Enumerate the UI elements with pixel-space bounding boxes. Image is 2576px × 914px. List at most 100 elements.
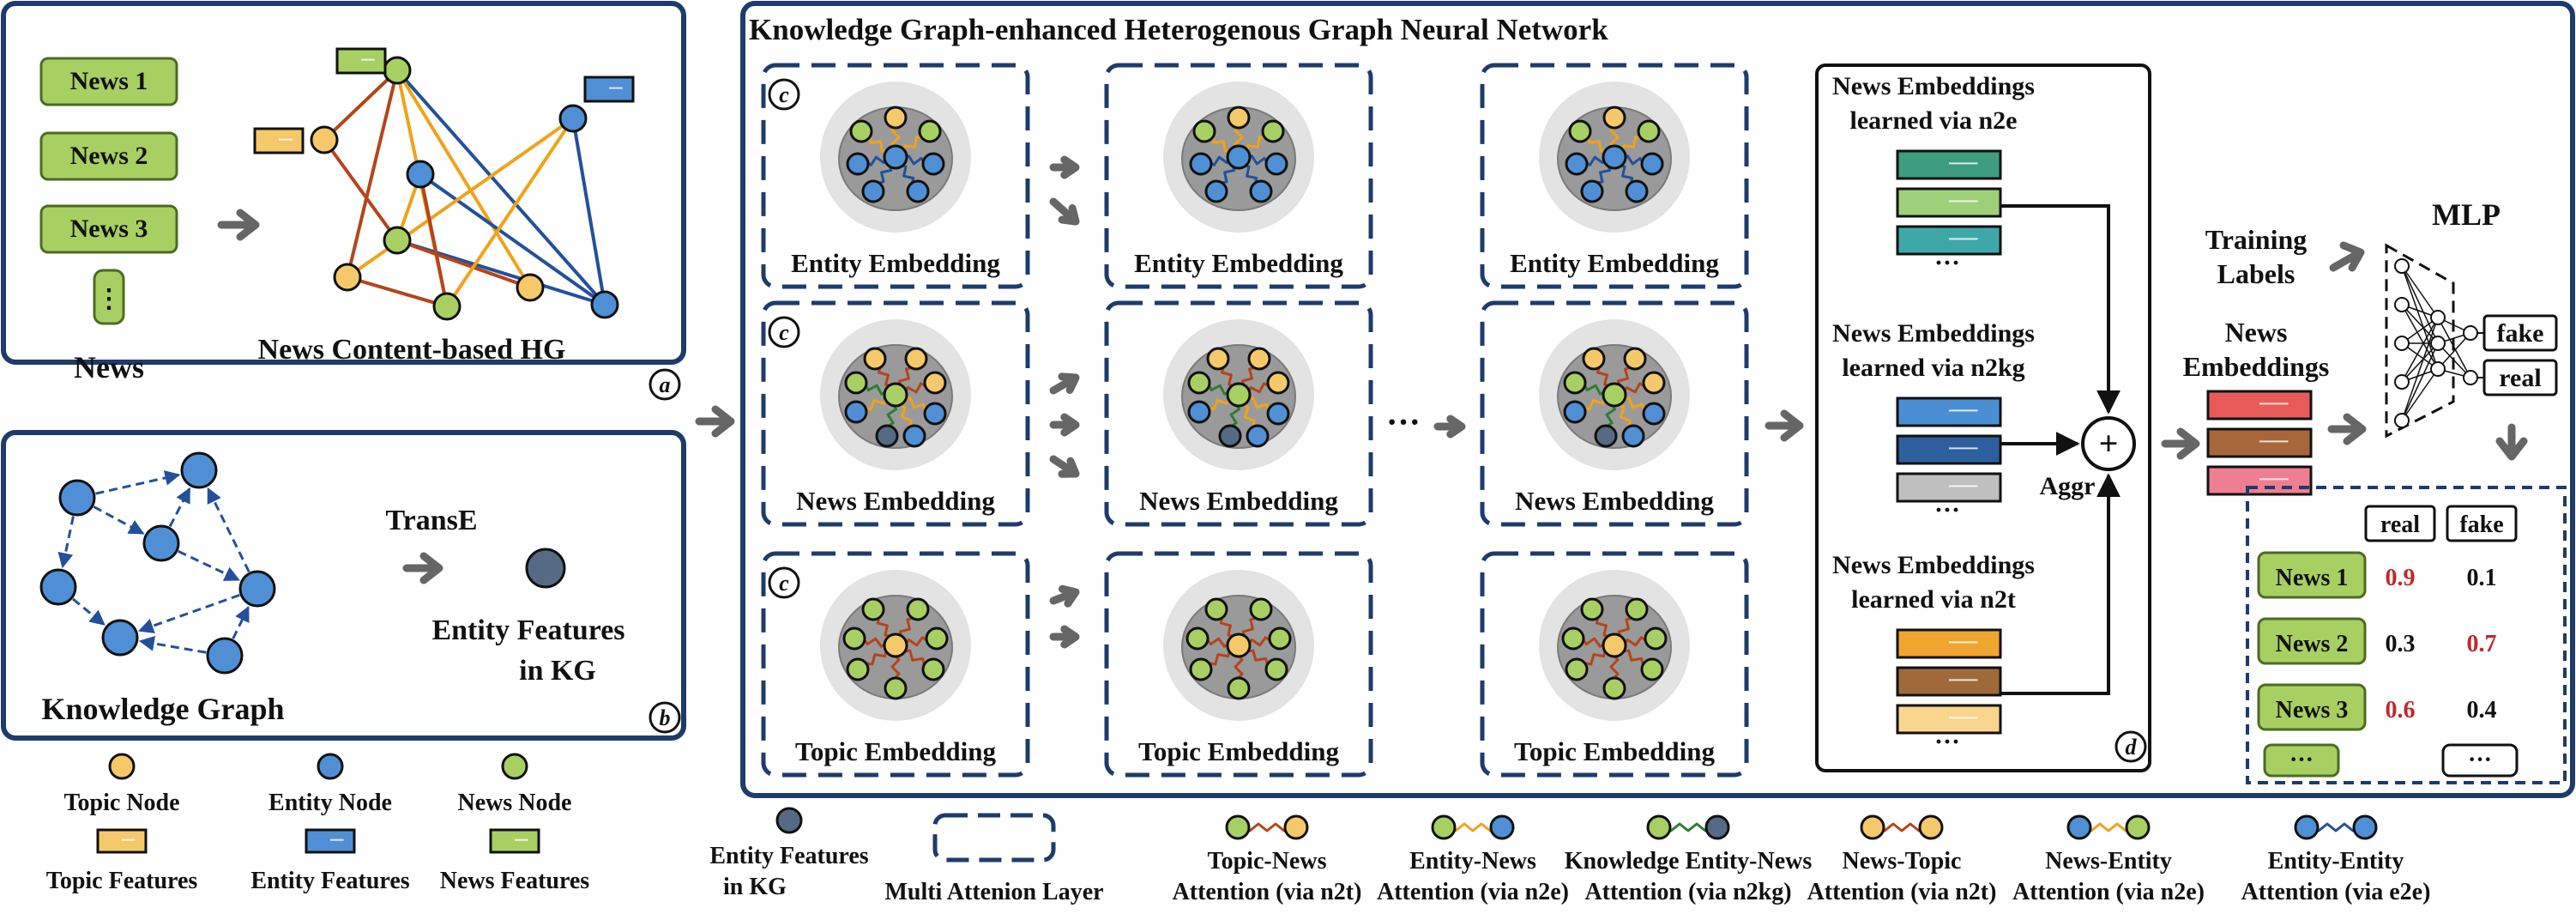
panel-a: News 1 News 2 News 3 ⋮ News News Content… <box>1 1 686 401</box>
feature-bar-body <box>1896 628 2002 659</box>
news-node <box>1185 626 1210 651</box>
legend-attention-line1: Topic-News <box>1208 848 1327 875</box>
embedding-bar <box>1896 704 2002 735</box>
feature-bar-body <box>583 76 635 103</box>
news-embeddings-line1: News <box>2225 317 2288 348</box>
mlp-link <box>2401 265 2439 370</box>
attention-layer-topic-1: c Topic Embedding <box>761 551 1030 778</box>
news-node <box>1644 626 1668 651</box>
news-node <box>1580 597 1604 621</box>
legend-attention-node-b <box>2125 814 2151 840</box>
table-real-prob: 0.6 <box>2386 697 2416 723</box>
legend-news-node-icon <box>501 753 528 780</box>
output-embedding-bar <box>2206 390 2313 421</box>
legend-kg-entity-icon <box>775 807 803 834</box>
legend-topic-feature-label: Topic Features <box>46 868 198 894</box>
badge-c-label: c <box>779 571 789 596</box>
news-node <box>861 597 885 621</box>
mlp-link <box>2437 332 2471 370</box>
entity-features-line1: Entity Features <box>431 614 624 646</box>
table-more-news-box <box>2263 743 2340 778</box>
aggregation-plus: + <box>2099 424 2119 463</box>
news-node <box>1637 119 1661 143</box>
mlp-link <box>2437 317 2471 378</box>
entity-node <box>1189 152 1213 176</box>
legend-attention-edge <box>2309 822 2362 832</box>
news-node <box>844 371 868 395</box>
embedding-bar <box>1896 187 2002 218</box>
news-node <box>921 657 945 681</box>
legend-attention-node-a <box>2294 814 2320 840</box>
group-more: ··· <box>1934 249 1960 277</box>
entity-node <box>1266 402 1290 426</box>
layer-label: Topic Embedding <box>1514 736 1716 766</box>
output-embedding-bar <box>2206 465 2313 496</box>
kg-edge <box>207 487 250 572</box>
attention-layer-topic-3: Topic Embedding <box>1480 551 1749 778</box>
layer-label: Topic Embedding <box>1138 736 1340 766</box>
center-topic-node <box>883 633 908 658</box>
hg-edge <box>346 70 399 278</box>
group-more: ··· <box>1934 728 1960 756</box>
kg-label: Knowledge Graph <box>41 692 284 726</box>
legend-entity-node-icon <box>317 753 344 780</box>
news-node <box>1189 657 1213 681</box>
attention-layer-news-3: News Embedding <box>1480 300 1749 527</box>
group-title-line2: learned via n2t <box>1851 585 2016 614</box>
legend-attention-line2: Attention (via n2t) <box>1807 879 1997 905</box>
aggr-line-top <box>2000 204 2121 415</box>
kg-node <box>238 570 276 608</box>
table-news-box <box>2257 617 2367 665</box>
news-node <box>1187 371 1211 395</box>
badge-d-label: d <box>2126 735 2138 760</box>
legend-attention-node-a <box>2066 814 2092 840</box>
mlp-link <box>2437 342 2471 378</box>
entity-node <box>844 400 868 424</box>
mlp-outline <box>2385 243 2455 439</box>
legend-attention-line2: Attention (via n2kg) <box>1584 879 1791 905</box>
flow-arrow <box>1049 584 1080 608</box>
center-news-node <box>1602 382 1627 408</box>
feature-bar-body <box>1896 472 2002 503</box>
flow-arrow <box>1049 455 1080 478</box>
table-news-label: News 2 <box>2276 631 2349 657</box>
kg-entity-node <box>525 548 566 589</box>
legend-multi-attention-label: Multi Attenion Layer <box>884 879 1103 905</box>
group-title-line1: News Embeddings <box>1832 319 2035 348</box>
flow-arrow <box>1049 155 1080 179</box>
table-fake-prob: 0.1 <box>2467 565 2497 591</box>
table-header: real <box>2380 511 2420 538</box>
feature-bar-body <box>1896 149 2002 180</box>
flow-arrow <box>1049 625 1080 649</box>
legend-attention-6: Entity-Entity Attention (via e2e) <box>2241 814 2430 905</box>
legend-attention-line1: Knowledge Entity-News <box>1565 848 1813 875</box>
entity-node <box>1625 179 1649 203</box>
embedding-group-1: News Embeddings learned via n2e ··· <box>1832 72 2035 277</box>
entity-node <box>846 152 870 176</box>
attention-layer-entity-1: c Entity Embedding <box>761 63 1030 289</box>
center-news-node <box>883 382 908 408</box>
hg-edge <box>395 69 606 306</box>
flow-arrow <box>1433 415 1466 439</box>
emb-to-mlp-arrow <box>2327 413 2367 445</box>
news-embedding-bars <box>2206 390 2313 496</box>
news-node <box>906 597 930 621</box>
legend-attention-node-a <box>1225 814 1251 840</box>
prediction-table-frame <box>2246 486 2567 784</box>
entity-node <box>1642 402 1666 426</box>
mlp-neuron <box>2463 325 2478 341</box>
entity-node <box>1621 424 1645 448</box>
hg-topic-feature <box>253 127 305 154</box>
main-panel: Knowledge Graph-enhanced Heterogenous Gr… <box>740 1 2575 798</box>
table-header-box <box>2446 505 2518 542</box>
embedding-bar <box>1896 628 2002 659</box>
kg-edge <box>178 550 240 582</box>
news-item-more-box <box>93 269 125 325</box>
table-news-box <box>2257 551 2367 599</box>
mlp-link <box>2401 368 2439 421</box>
layer-label: Entity Embedding <box>1510 248 1719 278</box>
legend-attention-node-a <box>1860 814 1885 840</box>
news-item-3: News 3 <box>70 215 148 243</box>
legend-attention-line2: Attention (via n2t) <box>1173 879 1362 905</box>
table-more-prob: ··· <box>2468 747 2492 773</box>
